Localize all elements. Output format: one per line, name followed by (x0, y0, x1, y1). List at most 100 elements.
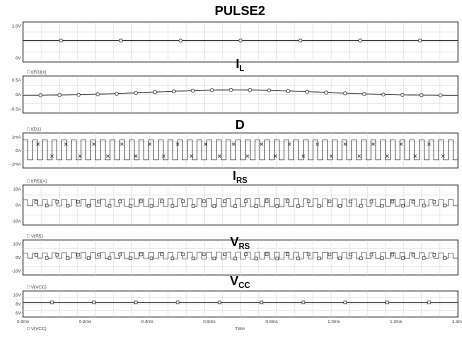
x-tick-label: 0.0ms (17, 319, 30, 324)
data-marker (139, 199, 143, 204)
data-marker (170, 256, 175, 261)
data-marker (327, 199, 332, 204)
trace-line (23, 251, 459, 260)
panel-5: VRS □ V(R5) 10V 0V -10V (11, 234, 459, 276)
data-marker (171, 89, 176, 94)
data-marker (55, 200, 59, 204)
data-marker (359, 204, 363, 208)
data-marker (217, 300, 222, 305)
data-marker (348, 252, 353, 257)
data-marker (401, 256, 405, 260)
data-marker (285, 252, 290, 257)
x-tick-label: 1.0ms (328, 319, 341, 324)
data-marker (57, 93, 62, 97)
data-marker (178, 38, 183, 43)
data-marker (343, 91, 348, 96)
panel-title-subscript: CC (239, 281, 251, 290)
data-marker (223, 199, 227, 203)
panel-title-main: I (233, 168, 237, 183)
data-marker (296, 256, 300, 261)
data-marker (114, 91, 119, 96)
data-marker (203, 142, 208, 146)
data-marker (134, 300, 138, 305)
data-marker (275, 256, 279, 261)
data-marker (427, 142, 431, 146)
panel-title: VCC (230, 273, 250, 290)
data-marker (264, 252, 269, 256)
data-marker (86, 204, 91, 208)
data-marker (233, 256, 237, 261)
data-marker (181, 252, 185, 257)
data-marker (305, 89, 310, 94)
data-marker (217, 154, 222, 158)
data-marker (120, 142, 124, 146)
data-marker (118, 38, 123, 43)
data-marker (418, 38, 422, 43)
x-tick-label: 0.6ms (203, 319, 216, 324)
data-marker (324, 90, 329, 95)
data-marker (210, 88, 214, 93)
data-marker (371, 142, 375, 146)
data-marker (343, 142, 347, 146)
data-marker (443, 203, 447, 208)
panel-2: IL □ I(R3)(x) 0.5A 0A -0.5A (10, 56, 459, 114)
data-marker (118, 199, 122, 204)
footer-trace-label: □ V(VCC) (27, 326, 47, 331)
panel-title-main: PULSE2 (215, 3, 266, 18)
data-marker (97, 199, 101, 204)
data-marker (298, 38, 303, 43)
data-marker (106, 154, 110, 158)
x-tick-label: 0.4ms (141, 319, 154, 324)
data-marker (248, 88, 252, 92)
panel-6: VCC □ V(VCC) 10V 8V 6V (13, 273, 459, 318)
data-marker (181, 199, 185, 203)
data-marker (223, 252, 227, 256)
data-marker (76, 252, 80, 257)
data-marker (385, 154, 389, 158)
data-marker (86, 256, 91, 260)
data-marker (443, 256, 447, 260)
y-tick-label: -10A (11, 219, 21, 224)
panel-title-main: I (236, 56, 240, 71)
data-marker (149, 204, 154, 208)
data-marker (306, 252, 311, 257)
data-marker (175, 142, 180, 146)
data-marker (267, 88, 271, 93)
trace-header-label: □ I(R5)(A) (27, 179, 47, 184)
y-tick-label: 1.0V (12, 24, 21, 29)
y-tick-label: -1mA (10, 162, 21, 167)
trace-header-label: □ I(D1) (27, 127, 41, 132)
data-marker (78, 154, 82, 158)
data-marker (76, 92, 81, 97)
data-marker (359, 256, 363, 260)
data-marker (231, 142, 236, 146)
data-marker (95, 92, 100, 97)
data-marker (381, 92, 386, 97)
data-marker (202, 252, 206, 256)
data-marker (92, 142, 96, 146)
data-marker (148, 142, 152, 146)
y-tick-label: 10V (13, 293, 21, 298)
data-marker (170, 204, 175, 208)
data-marker (139, 252, 143, 257)
panel-title: IRS (233, 168, 248, 185)
data-marker (301, 154, 306, 158)
y-tick-label: 0V (15, 56, 21, 61)
data-marker (244, 199, 248, 203)
data-marker (133, 91, 138, 95)
data-marker (287, 142, 292, 146)
panel-4: IRS □ I(R5)(A) 10A 0A -10A (11, 168, 459, 226)
data-marker (233, 204, 237, 208)
data-marker (212, 256, 217, 261)
data-marker (432, 200, 436, 204)
data-marker (65, 203, 70, 208)
data-marker (190, 88, 195, 93)
data-marker (76, 199, 80, 204)
data-marker (118, 252, 122, 257)
data-marker (285, 199, 290, 203)
data-marker (134, 154, 138, 158)
y-tick-label: 10A (13, 187, 21, 192)
data-marker (315, 142, 320, 146)
data-marker (149, 256, 154, 261)
data-marker (427, 300, 431, 305)
